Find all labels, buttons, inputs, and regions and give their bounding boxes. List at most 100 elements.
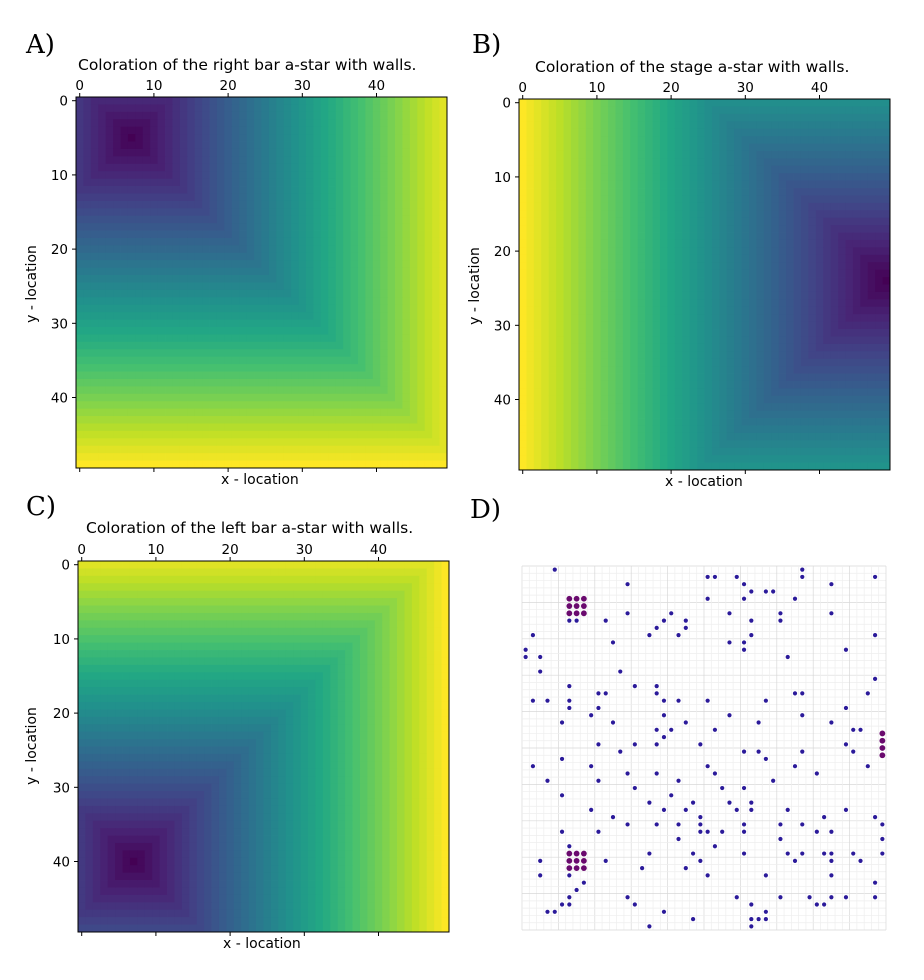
heatmap-cell bbox=[417, 208, 426, 217]
heatmap-cell bbox=[157, 208, 166, 217]
heatmap-cell bbox=[343, 349, 351, 358]
heatmap-cell bbox=[209, 327, 218, 335]
heatmap-cell bbox=[697, 106, 705, 115]
heatmap-cell bbox=[246, 393, 255, 402]
heatmap-cell bbox=[209, 260, 218, 269]
heatmap-cell bbox=[719, 418, 728, 426]
heatmap-cell bbox=[838, 150, 846, 159]
heatmap-cell bbox=[291, 156, 299, 165]
heatmap-cell bbox=[417, 334, 426, 343]
heatmap-cell bbox=[172, 245, 181, 254]
heatmap-cell bbox=[726, 306, 735, 315]
heatmap-cell bbox=[239, 193, 248, 202]
heatmap-cell bbox=[793, 432, 802, 441]
heatmap-cell bbox=[320, 289, 329, 298]
heatmap-cell bbox=[254, 289, 262, 298]
heatmap-cell bbox=[519, 150, 527, 159]
heatmap-cell bbox=[608, 410, 616, 419]
heatmap-cell bbox=[380, 401, 389, 410]
heatmap-cell bbox=[667, 343, 676, 352]
heatmap-cell bbox=[593, 180, 602, 189]
heatmap-cell bbox=[432, 460, 440, 469]
heatmap-cell bbox=[593, 277, 602, 285]
heatmap-cell bbox=[105, 445, 114, 454]
heatmap-cell bbox=[157, 319, 166, 328]
heatmap-cell bbox=[756, 329, 765, 337]
heatmap-cell bbox=[209, 245, 218, 254]
heatmap-cell bbox=[719, 188, 728, 196]
heatmap-cell bbox=[519, 239, 527, 248]
heatmap-cell bbox=[563, 418, 572, 426]
heatmap-cell bbox=[76, 104, 84, 113]
heatmap-cell bbox=[526, 447, 535, 456]
heatmap-cell bbox=[350, 453, 359, 461]
heatmap-cell bbox=[548, 455, 557, 463]
heatmap-cell bbox=[615, 195, 624, 204]
heatmap-cell bbox=[771, 121, 780, 130]
heatmap-cell bbox=[526, 343, 535, 352]
heatmap-cell bbox=[76, 445, 84, 454]
heatmap-cell bbox=[578, 351, 587, 360]
heatmap-cell bbox=[704, 373, 713, 382]
heatmap-cell bbox=[526, 314, 535, 322]
heatmap-cell bbox=[335, 430, 344, 439]
heatmap-cell bbox=[291, 438, 299, 447]
heatmap-cell bbox=[328, 275, 337, 283]
heatmap-cell bbox=[187, 349, 196, 358]
heatmap-cell bbox=[667, 306, 676, 315]
heatmap-cell bbox=[395, 334, 403, 343]
heatmap-cell bbox=[659, 403, 668, 412]
heatmap-cell bbox=[689, 173, 698, 182]
heatmap-cell bbox=[424, 371, 433, 380]
heatmap-cell bbox=[224, 393, 233, 402]
heatmap-cell bbox=[432, 200, 440, 209]
heatmap-cell bbox=[135, 237, 144, 246]
heatmap-cell bbox=[585, 373, 594, 382]
heatmap-cell bbox=[749, 351, 757, 360]
heatmap-cell bbox=[83, 327, 92, 335]
heatmap-cell bbox=[254, 319, 262, 328]
heatmap-cell bbox=[283, 193, 292, 202]
heatmap-cell bbox=[409, 171, 418, 180]
heatmap-cell bbox=[519, 158, 527, 167]
heatmap-cell bbox=[659, 277, 668, 285]
heatmap-cell bbox=[432, 97, 440, 105]
heatmap-cell bbox=[135, 178, 144, 187]
heatmap-cell bbox=[76, 245, 84, 254]
heatmap-cell bbox=[845, 217, 854, 226]
heatmap-cell bbox=[113, 304, 121, 313]
heatmap-cell bbox=[734, 388, 742, 397]
heatmap-cell bbox=[350, 252, 359, 261]
heatmap-cell bbox=[726, 299, 735, 308]
heatmap-cell bbox=[179, 267, 188, 276]
heatmap-cell bbox=[845, 232, 854, 241]
heatmap-cell bbox=[786, 180, 794, 189]
heatmap-cell bbox=[432, 237, 440, 246]
heatmap-cell bbox=[778, 136, 787, 144]
heatmap-cell bbox=[548, 410, 557, 419]
heatmap-cell bbox=[541, 418, 550, 426]
heatmap-cell bbox=[570, 99, 579, 107]
heatmap-cell bbox=[808, 99, 817, 107]
heatmap-cell bbox=[645, 225, 653, 233]
heatmap-cell bbox=[380, 163, 389, 172]
heatmap-cell bbox=[172, 134, 181, 142]
heatmap-cell bbox=[630, 269, 639, 278]
heatmap-cell bbox=[291, 193, 299, 202]
heatmap-cell bbox=[667, 188, 676, 196]
heatmap-cell bbox=[786, 358, 794, 367]
heatmap-cell bbox=[838, 254, 846, 263]
heatmap-cell bbox=[357, 97, 366, 105]
heatmap-cell bbox=[165, 237, 173, 246]
heatmap-cell bbox=[697, 440, 705, 449]
heatmap-cell bbox=[749, 113, 757, 122]
heatmap-cell bbox=[778, 321, 787, 330]
heatmap-cell bbox=[808, 403, 817, 412]
heatmap-cell bbox=[867, 128, 876, 137]
heatmap-cell bbox=[734, 188, 742, 196]
heatmap-cell bbox=[246, 304, 255, 313]
heatmap-cell bbox=[771, 373, 780, 382]
heatmap-cell bbox=[570, 380, 579, 389]
heatmap-cell bbox=[711, 128, 720, 137]
heatmap-cell bbox=[756, 395, 765, 404]
